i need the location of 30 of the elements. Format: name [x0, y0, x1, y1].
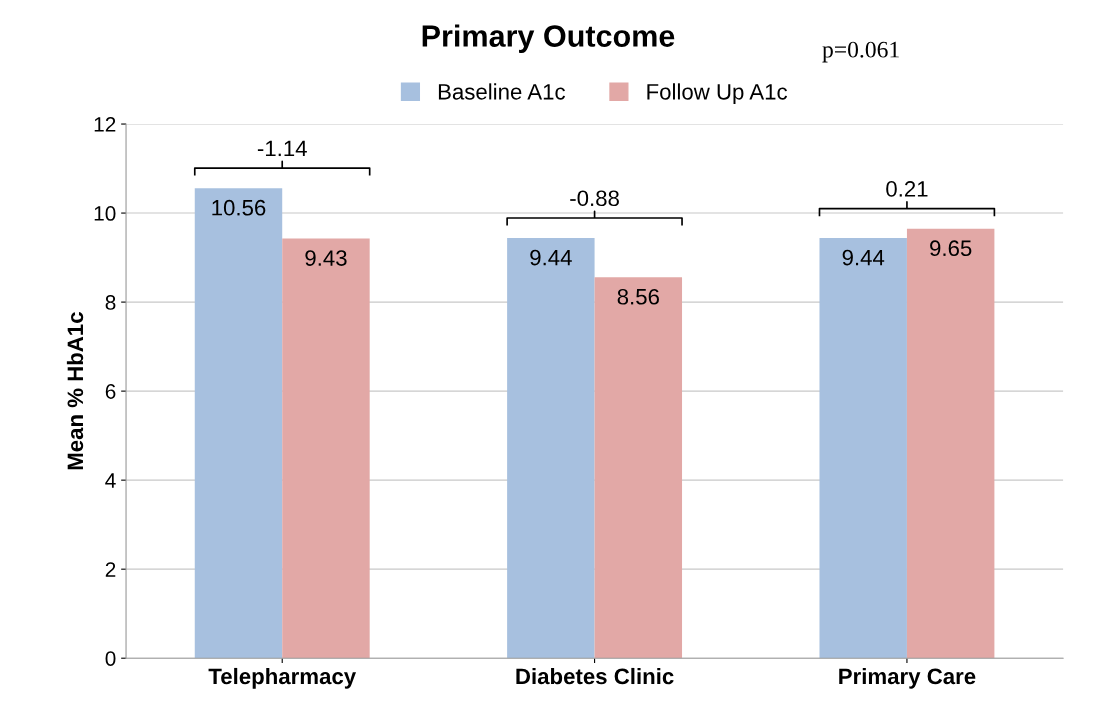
- data-label: 9.44: [842, 249, 885, 266]
- y-tick-label: 2: [105, 562, 116, 577]
- data-label: 9.44: [530, 249, 572, 266]
- bar: [819, 238, 907, 659]
- text: p=0.061: [822, 41, 899, 63]
- data-label: 10.56: [212, 199, 266, 216]
- bar: [594, 277, 683, 659]
- y-tick-label: 10: [94, 206, 116, 221]
- bar: [194, 188, 283, 659]
- chart-title: Primary Outcome: [422, 24, 675, 53]
- bar: [282, 238, 370, 659]
- data-label: 9.65: [930, 240, 972, 257]
- bar: [906, 228, 995, 659]
- y-tick-label: 8: [105, 295, 116, 310]
- annotation: -1.14: [257, 140, 307, 157]
- x-tick-label: Telepharmacy: [208, 667, 357, 689]
- y-tick-label: 6: [105, 384, 116, 399]
- data-label: 8.56: [617, 288, 659, 305]
- x-tick-label: Primary Care: [839, 667, 976, 689]
- data-label: 9.43: [305, 250, 347, 266]
- y-tick-label: 4: [105, 473, 116, 488]
- bar: [507, 238, 595, 659]
- legend-label: Baseline A1c: [438, 83, 565, 100]
- y-tick-label: 0: [105, 651, 116, 666]
- legend-label: Follow Up A1c: [647, 83, 788, 105]
- y-axis-title: Mean % HbA1c: [66, 312, 84, 470]
- annotation: -0.88: [570, 190, 619, 207]
- y-tick-label: 12: [94, 117, 116, 132]
- annotation: 0.21: [886, 181, 928, 197]
- x-tick-label: Diabetes Clinic: [516, 667, 674, 685]
